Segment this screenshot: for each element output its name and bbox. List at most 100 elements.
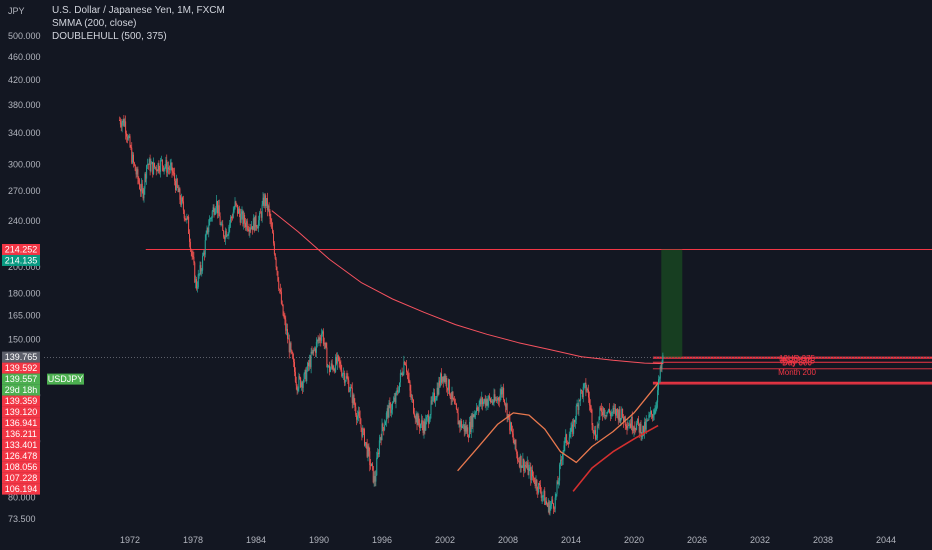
price-label-box	[2, 243, 40, 255]
level-annotation: Week 375	[779, 356, 815, 365]
candle-body	[293, 358, 295, 363]
candle-body	[548, 502, 550, 514]
candle-body	[516, 450, 518, 455]
candle-body	[398, 391, 400, 393]
candle-body	[434, 392, 435, 402]
candle-body	[642, 425, 644, 435]
candle-body	[544, 490, 546, 505]
candle-body	[601, 408, 603, 412]
candle-body	[337, 355, 339, 357]
candle-body	[280, 291, 282, 304]
x-tick-label: 1972	[120, 535, 140, 545]
candle-body	[347, 378, 349, 381]
candle-body	[236, 203, 238, 205]
candle-body	[218, 205, 220, 217]
price-label-box	[2, 450, 40, 462]
candle-body	[643, 425, 645, 435]
candle-body	[633, 427, 635, 431]
candle-body	[397, 390, 399, 393]
candle-body	[149, 159, 151, 171]
candle-body	[314, 348, 316, 351]
candle-body	[119, 120, 121, 125]
candle-body	[620, 418, 622, 422]
candle-body	[511, 422, 512, 431]
candle-body	[235, 201, 237, 204]
candle-body	[215, 208, 217, 213]
candle-body	[417, 415, 419, 426]
candle-body	[244, 215, 246, 223]
candle-body	[239, 213, 241, 223]
candle-body	[631, 416, 633, 431]
candle-body	[400, 372, 402, 374]
candle-body	[229, 223, 231, 227]
indicator-smma[interactable]: SMMA (200, close)	[52, 18, 137, 29]
candle-body	[637, 418, 639, 424]
candle-body	[173, 172, 175, 174]
candle-body	[488, 396, 490, 402]
candle-body	[315, 348, 316, 353]
candle-body	[336, 355, 338, 364]
candle-body	[151, 162, 153, 164]
candle-body	[157, 163, 159, 172]
candle-body	[366, 443, 368, 457]
candle-body	[137, 169, 139, 180]
candle-body	[368, 446, 370, 452]
candle-body	[141, 183, 143, 191]
candle-body	[521, 465, 523, 468]
candle-body	[500, 389, 502, 395]
candle-body	[514, 439, 516, 445]
candle-body	[168, 168, 170, 171]
candle-body	[353, 395, 355, 404]
candle-body	[298, 376, 300, 389]
candle-body	[285, 319, 287, 331]
candle-body	[288, 338, 290, 353]
candle-body	[280, 289, 281, 292]
candle-body	[552, 499, 554, 504]
candle-body	[535, 480, 537, 486]
candle-body	[455, 404, 457, 410]
candle-body	[526, 462, 528, 468]
candle-body	[214, 212, 216, 215]
candle-body	[247, 229, 249, 231]
candle-body	[568, 437, 570, 444]
candle-body	[164, 166, 166, 168]
candle-body	[242, 211, 244, 225]
candle-body	[540, 491, 542, 498]
candle-body	[204, 240, 206, 255]
level-annotation: Day 375	[782, 357, 812, 366]
candle-body	[385, 413, 387, 422]
candle-body	[246, 221, 248, 230]
candle-body	[225, 230, 227, 237]
y-tick-label: 300.000	[8, 160, 41, 170]
candle-body	[370, 464, 372, 467]
candle-body	[608, 409, 610, 412]
candle-body	[518, 460, 519, 462]
candle-body	[310, 351, 312, 368]
candle-body	[258, 220, 260, 228]
candle-body	[639, 423, 641, 433]
candle-body	[419, 423, 421, 428]
candle-body	[136, 169, 138, 175]
candle-body	[576, 404, 578, 407]
candle-body	[623, 417, 624, 422]
candle-body	[448, 379, 449, 391]
candle-body	[329, 368, 331, 372]
indicator-doublehull[interactable]: DOUBLEHULL (500, 375)	[52, 31, 167, 42]
candle-body	[497, 397, 499, 401]
candle-body	[133, 162, 135, 165]
candle-body	[512, 433, 514, 441]
symbol-tag-text: USDJPY	[48, 374, 84, 384]
candle-body	[583, 384, 585, 387]
candle-body	[191, 251, 193, 257]
candle-body	[529, 467, 531, 469]
x-tick-label: 2038	[813, 535, 833, 545]
chart-title[interactable]: U.S. Dollar / Japanese Yen, 1M, FXCM	[52, 5, 225, 16]
candle-body	[518, 461, 520, 467]
candle-body	[563, 445, 565, 451]
candle-body	[268, 205, 270, 212]
candle-body	[256, 226, 258, 228]
candle-body	[359, 416, 361, 425]
candle-body	[533, 477, 535, 483]
candle-body	[200, 265, 202, 272]
